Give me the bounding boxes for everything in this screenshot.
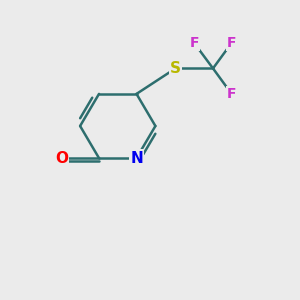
Text: N: N <box>130 151 143 166</box>
Text: F: F <box>227 36 236 50</box>
Text: F: F <box>189 36 199 50</box>
Text: S: S <box>170 61 181 76</box>
Text: O: O <box>55 151 68 166</box>
Text: F: F <box>227 87 236 101</box>
